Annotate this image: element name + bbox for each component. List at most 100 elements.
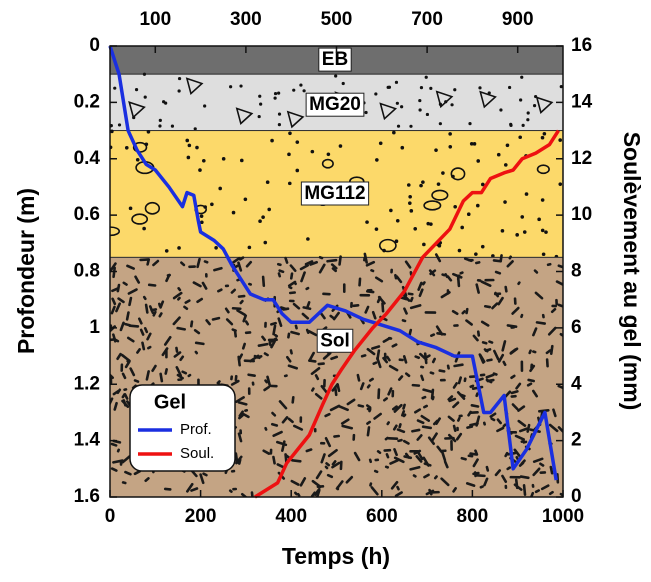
texture-grain (276, 262, 282, 267)
texture-dot (413, 226, 418, 231)
texture-grain (404, 452, 410, 459)
legend-label: Soul. (180, 445, 214, 462)
texture-grain (366, 426, 371, 437)
texture-dot (162, 100, 166, 104)
texture-grain (447, 395, 454, 401)
texture-grain (190, 487, 199, 492)
texture-grain (396, 485, 400, 491)
texture-dot (480, 182, 485, 187)
texture-grain (407, 292, 414, 296)
texture-grain (548, 423, 559, 433)
y-tick-label: 1.6 (74, 486, 100, 507)
texture-grain (479, 373, 486, 377)
texture-dot (158, 124, 162, 128)
texture-grain (240, 492, 249, 497)
texture-grain (159, 300, 165, 309)
texture-grain (266, 375, 272, 387)
texture-grain (290, 330, 300, 336)
texture-grain (146, 332, 152, 341)
texture-grain (377, 388, 381, 400)
texture-grain (255, 355, 263, 359)
texture-dot (334, 74, 338, 78)
texture-grain (520, 360, 524, 372)
texture-grain (151, 364, 157, 372)
texture-grain (264, 321, 267, 328)
texture-grain (194, 350, 199, 355)
texture-dot (425, 112, 430, 117)
texture-grain (330, 355, 339, 361)
texture-grain (186, 482, 194, 493)
texture-grain (444, 436, 455, 440)
texture-grain (418, 288, 424, 298)
texture-dot (448, 145, 453, 149)
texture-grain (292, 302, 301, 310)
texture-grain (397, 375, 404, 381)
texture-grain (519, 427, 528, 433)
texture-grain (458, 414, 463, 418)
texture-grain (504, 390, 512, 398)
texture-grain (293, 281, 297, 286)
texture-grain (465, 319, 473, 326)
texture-grain (383, 448, 392, 452)
texture-grain (395, 275, 403, 284)
texture-grain (267, 338, 278, 342)
texture-grain (124, 360, 131, 369)
texture-grain (532, 457, 544, 463)
texture-grain (444, 273, 449, 279)
texture-grain (534, 291, 544, 300)
texture-grain (446, 289, 450, 295)
texture-grain (216, 380, 221, 385)
texture-grain (511, 403, 519, 411)
texture-grain (274, 333, 279, 338)
texture-dot (113, 86, 117, 90)
y2-tick-label: 4 (571, 373, 582, 394)
texture-grain (460, 456, 467, 461)
y2-tick-label: 2 (571, 430, 582, 451)
texture-grain (485, 373, 495, 379)
texture-grain (527, 378, 535, 383)
texture-grain (416, 434, 423, 441)
texture-dot (389, 208, 393, 213)
texture-grain (480, 320, 490, 327)
texture-grain (142, 295, 147, 301)
texture-grain (233, 329, 238, 338)
texture-dot (426, 221, 431, 226)
texture-grain (541, 313, 545, 319)
texture-dot (375, 158, 379, 162)
texture-grain (371, 345, 381, 350)
texture-grain (276, 463, 285, 469)
texture-dot (177, 246, 181, 250)
texture-grain (342, 283, 346, 293)
texture-grain (411, 428, 421, 433)
texture-grain (504, 451, 509, 458)
texture-dot (522, 230, 527, 234)
texture-grain (307, 330, 318, 337)
texture-grain (532, 327, 538, 337)
texture-grain (237, 432, 243, 443)
texture-grain (304, 260, 314, 266)
texture-grain (366, 384, 371, 389)
texture-dot (392, 130, 396, 135)
texture-grain (401, 410, 406, 417)
texture-dot (509, 123, 513, 127)
texture-grain (431, 395, 435, 401)
texture-grain (294, 324, 298, 330)
texture-grain (205, 319, 211, 326)
texture-grain (358, 277, 362, 287)
texture-grain (175, 346, 179, 353)
texture-dot (292, 88, 296, 92)
texture-grain (133, 379, 140, 383)
texture-triangle (128, 100, 146, 119)
texture-dot (267, 207, 272, 212)
lines (108, 45, 560, 499)
texture-grain (116, 448, 120, 453)
texture-grain (228, 489, 233, 493)
texture-grain (357, 404, 365, 408)
texture-grain (387, 436, 399, 440)
texture-grain (144, 303, 149, 314)
texture-grain (457, 416, 461, 422)
texture-grain (121, 372, 127, 380)
texture-grain (463, 377, 467, 383)
texture-grain (316, 489, 321, 497)
texture-grain (278, 269, 285, 274)
